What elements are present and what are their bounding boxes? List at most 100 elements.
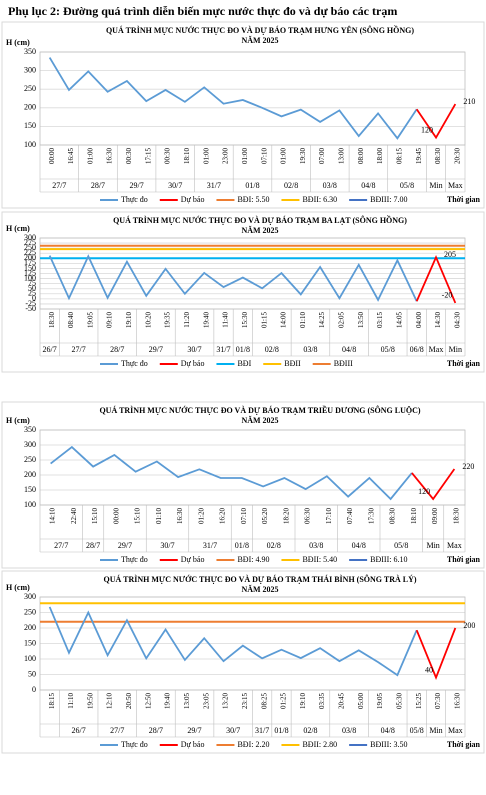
x-tick-label: 01:20 [197, 508, 205, 524]
x-tick-label: 20:45 [338, 693, 346, 709]
x-tick-label: 22:40 [70, 508, 78, 524]
legend-label: BĐIII: 7.00 [370, 195, 407, 204]
x-tick-label: 01:00 [280, 148, 288, 164]
date-label: 27/7 [54, 541, 68, 550]
y-tick-label: 350 [24, 425, 36, 434]
data-label: -20 [442, 291, 453, 300]
x-tick-label: 07:30 [434, 693, 442, 709]
date-label: 31/7 [203, 541, 217, 550]
x-tick-label: 14:05 [395, 312, 403, 328]
x-tick-label: 01:00 [86, 148, 94, 164]
y-tick-label: 150 [24, 263, 36, 272]
x-tick-label: 00:30 [164, 148, 172, 164]
x-tick-label: 10:20 [144, 312, 152, 328]
x-tick-label: 04:30 [453, 312, 461, 328]
date-label: Min [429, 726, 442, 735]
y-tick-label: 225 [24, 248, 36, 257]
legend-label: BĐII: 2.80 [302, 740, 337, 749]
y-tick-label: 50 [28, 669, 36, 678]
x-tick-label: 14:25 [318, 312, 326, 328]
series-line [415, 103, 457, 140]
legend-label: BĐI [237, 359, 251, 368]
x-tick-label: 19:40 [164, 693, 172, 709]
data-label: 205 [444, 250, 456, 259]
x-tick-label: 02:05 [338, 312, 346, 328]
x-tick-label: 00:00 [48, 148, 56, 164]
date-label: Max [448, 181, 463, 190]
x-tick-label: 07:10 [240, 508, 248, 524]
x-tick-label: 01:00 [241, 148, 249, 164]
date-label: 01/8 [236, 345, 250, 354]
x-tick-label: 16:45 [67, 148, 75, 164]
x-tick-label: 16:30 [176, 508, 184, 524]
date-label: 01/8 [235, 541, 249, 550]
x-tick-label: 17:15 [144, 148, 152, 164]
chart-frame [1, 21, 485, 209]
x-tick-label: 18:10 [410, 508, 418, 524]
y-tick-label: 250 [24, 84, 36, 93]
date-label: 29/7 [129, 181, 143, 190]
x-tick-label: 19:10 [299, 693, 307, 709]
chart-subtitle: NĂM 2025 [241, 415, 278, 425]
y-tick-label: 300 [24, 65, 36, 74]
date-label: 01/8 [245, 181, 259, 190]
x-tick-label: 05:00 [357, 693, 365, 709]
date-label: 03/8 [342, 726, 356, 735]
date-label: 29/7 [118, 541, 132, 550]
x-tick-label: 20:50 [125, 693, 133, 709]
x-tick-label: 16:20 [219, 508, 227, 524]
plot-frame [39, 429, 466, 506]
x-tick-label: 08:00 [357, 148, 365, 164]
x-tick-label: 12:10 [106, 693, 114, 709]
y-tick-label: 200 [24, 470, 36, 479]
x-tick-label: 09:00 [431, 508, 439, 524]
x-tick-label: 23:15 [241, 693, 249, 709]
x-tick-label: 05:20 [261, 508, 269, 524]
date-label: 06/8 [410, 345, 424, 354]
chart-subtitle: NĂM 2025 [241, 584, 278, 594]
y-tick-label: 100 [24, 273, 36, 282]
y-tick-label: 150 [24, 638, 36, 647]
series-line [415, 627, 457, 681]
x-tick-label: 15:25 [415, 693, 423, 709]
y-tick-label: 125 [24, 268, 36, 277]
date-label: Min [449, 345, 462, 354]
x-tick-label: 18:15 [48, 693, 56, 709]
legend-label: BĐII: 5.40 [302, 555, 337, 564]
x-tick-label: 06:30 [304, 508, 312, 524]
chart-frame [1, 211, 485, 373]
y-tick-label: 150 [24, 485, 36, 494]
y-tick-label: 300 [24, 440, 36, 449]
data-label: 120 [418, 487, 430, 496]
x-tick-label: 08:30 [434, 148, 442, 164]
legend-label: Thực đo [121, 195, 148, 204]
x-tick-label: 19:05 [86, 312, 94, 328]
legend-label: BĐI: 2.20 [237, 740, 269, 749]
y-tick-label: 50 [28, 284, 36, 293]
y-tick-label: 175 [24, 258, 36, 267]
legend-label: Dự báo [181, 359, 205, 368]
x-tick-label: 08:30 [389, 508, 397, 524]
y-axis-label: H (cm) [6, 224, 30, 233]
x-axis-label: Thời gian [447, 359, 481, 368]
x-tick-label: 18:10 [183, 148, 191, 164]
date-label: 03/8 [309, 541, 323, 550]
x-tick-label: 19:50 [86, 693, 94, 709]
x-tick-label: 19:45 [415, 148, 423, 164]
date-label: 05/8 [394, 541, 408, 550]
x-tick-label: 01:15 [260, 312, 268, 328]
x-tick-label: 00:00 [112, 508, 120, 524]
data-label: 120 [421, 125, 433, 134]
y-tick-label: 150 [24, 121, 36, 130]
series-line [50, 445, 413, 501]
x-tick-label: 07:40 [346, 508, 354, 524]
date-label: 30/7 [168, 181, 182, 190]
x-tick-label: 11:20 [183, 312, 191, 328]
x-tick-label: 23:05 [202, 693, 210, 709]
x-tick-label: 11:10 [67, 693, 75, 709]
chart-title: QUÁ TRÌNH MỰC NƯỚC THỰC ĐO VÀ DỰ BÁO TRẠ… [113, 215, 407, 225]
date-label: 30/7 [187, 345, 201, 354]
x-tick-label: 01:10 [299, 312, 307, 328]
x-tick-label: 19:35 [164, 312, 172, 328]
